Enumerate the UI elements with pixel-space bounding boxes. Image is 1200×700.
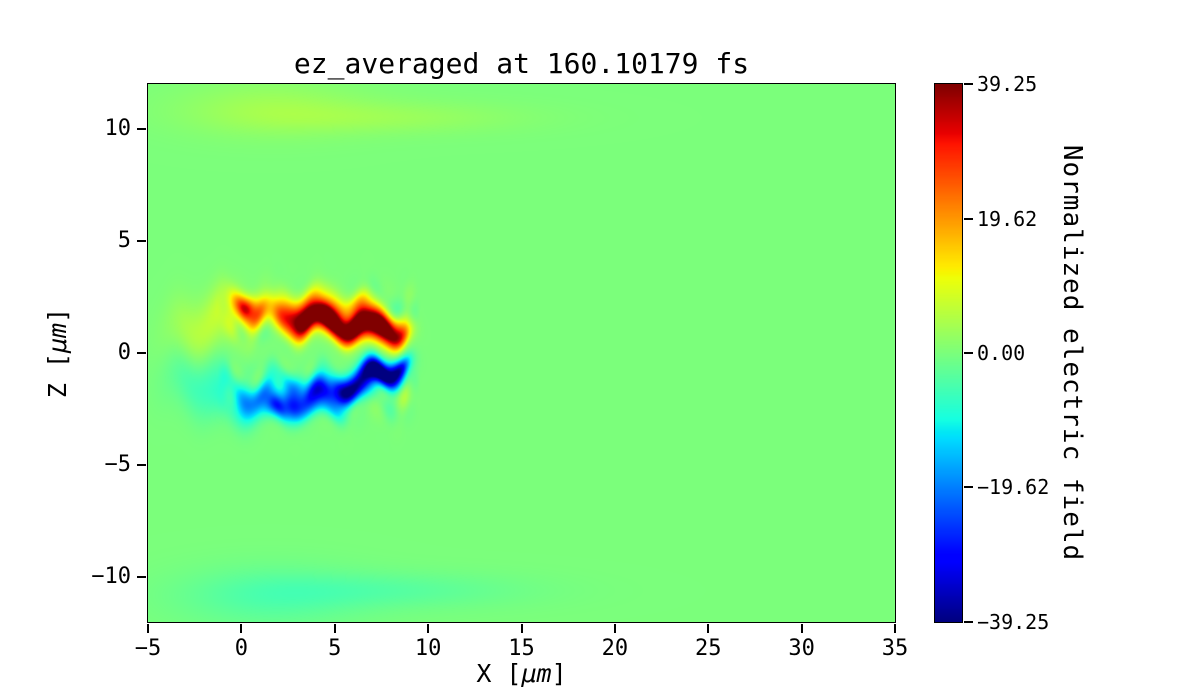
x-tick-label: 35	[881, 636, 909, 661]
colorbar-tick-mark	[964, 621, 973, 623]
colorbar-tick-mark	[964, 83, 973, 85]
y-tick-mark	[137, 464, 146, 467]
x-tick-mark	[613, 624, 616, 633]
y-tick-label: 5	[117, 227, 131, 253]
x-tick-mark	[427, 624, 430, 633]
colorbar-tick-label: 19.62	[977, 206, 1038, 231]
colorbar-label: Normalized electric field	[1057, 144, 1087, 562]
x-axis-label-prefix: X [	[476, 659, 522, 688]
y-tick-mark	[137, 576, 146, 579]
x-tick-mark	[240, 624, 243, 633]
x-axis-label-suffix: ]	[551, 659, 567, 688]
x-axis-label: X [μm]	[148, 660, 895, 688]
y-axis-label-suffix: ]	[43, 307, 72, 323]
x-tick-mark	[894, 624, 896, 633]
x-tick-mark	[520, 624, 523, 633]
x-tick-label: 30	[788, 636, 815, 661]
colorbar-tick-mark	[964, 217, 973, 220]
y-tick-mark	[137, 352, 146, 354]
colorbar-tick-mark	[964, 486, 973, 489]
x-tick-label: 5	[328, 636, 342, 661]
colorbar-tick-label: −19.62	[977, 475, 1050, 500]
x-axis-label-unit: μm	[521, 659, 552, 688]
y-tick-label: 0	[117, 340, 131, 365]
y-tick-mark	[137, 239, 146, 242]
x-tick-mark	[800, 624, 803, 633]
x-tick-label: 10	[414, 636, 442, 661]
colorbar-tick-label: −39.25	[977, 610, 1050, 634]
x-tick-label: 0	[234, 636, 248, 661]
x-tick-label: −5	[134, 636, 162, 661]
colorbar-tick-label: 0.00	[977, 341, 1026, 365]
x-tick-label: 20	[601, 636, 629, 661]
colorbar	[935, 84, 962, 622]
heatmap-canvas	[148, 84, 895, 622]
x-tick-mark	[333, 624, 336, 633]
plot-title: ez_averaged at 160.10179 fs	[293, 47, 750, 80]
colorbar-tick-label: 39.25	[977, 72, 1038, 96]
y-tick-label: −5	[104, 452, 132, 478]
x-tick-mark	[707, 624, 710, 633]
colorbar-tick-mark	[964, 352, 973, 354]
y-tick-label: −10	[91, 564, 131, 590]
x-tick-label: 25	[695, 636, 722, 661]
y-tick-label: 10	[104, 115, 132, 141]
y-tick-mark	[137, 127, 146, 130]
x-tick-mark	[147, 624, 149, 633]
x-tick-label: 15	[508, 636, 535, 661]
